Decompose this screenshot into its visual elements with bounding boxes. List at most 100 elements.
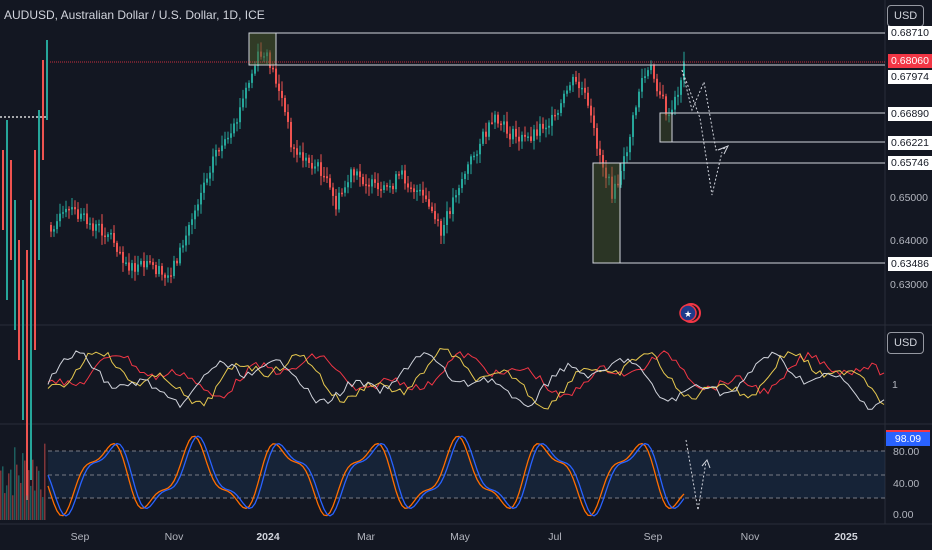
candle-body (218, 150, 220, 152)
price-label-mid: 0.66890 (888, 107, 932, 121)
candle-body (299, 152, 301, 155)
candle-body (500, 123, 502, 126)
candle-body (176, 260, 178, 264)
candle-body (404, 170, 406, 184)
candle-body (119, 251, 121, 254)
candle-body (527, 136, 529, 138)
price-label-resistance: 0.67974 (888, 70, 932, 84)
volume-bar (26, 495, 28, 520)
history-bar (30, 200, 32, 480)
candle-body (557, 112, 559, 115)
candle-body (278, 83, 280, 91)
candle-body (512, 128, 514, 140)
candle-body (518, 136, 520, 142)
volume-bar (24, 460, 26, 520)
candle-body (146, 261, 148, 268)
history-bar (34, 150, 36, 350)
x-label-sep: Sep (70, 531, 90, 543)
candle-body (209, 172, 211, 179)
candle-body (659, 91, 661, 95)
candle-body (221, 145, 223, 152)
candle-body (206, 178, 208, 183)
candle-body (140, 261, 142, 265)
candle-body (59, 213, 61, 222)
svg-text:★: ★ (684, 310, 692, 320)
candle-body (482, 131, 484, 144)
candle-body (458, 188, 460, 196)
osc-axis-value: 1 (892, 379, 898, 391)
current-price-label: 0.68060 (888, 54, 932, 68)
candle-body (65, 208, 67, 213)
candle-body (545, 127, 547, 130)
candle-body (503, 121, 505, 125)
candle-body (254, 65, 256, 74)
candle-body (395, 174, 397, 190)
candle-body (491, 122, 493, 124)
symbol-title[interactable]: AUDUSD, Australian Dollar / U.S. Dollar,… (4, 8, 265, 22)
candle-body (566, 90, 568, 94)
indicator-currency-button[interactable]: USD (887, 332, 925, 354)
candle-body (554, 114, 556, 117)
volume-bar (8, 473, 10, 520)
candle-body (329, 178, 331, 188)
history-bar (10, 160, 12, 260)
candle-body (314, 166, 316, 169)
history-bar (6, 120, 8, 300)
stoch-line (47, 435, 685, 517)
candle-body (317, 162, 319, 167)
candle-body (638, 91, 640, 108)
candle-body (449, 211, 451, 215)
candle-body (434, 211, 436, 220)
candle-body (53, 229, 55, 232)
candle-body (533, 129, 535, 141)
candle-body (98, 223, 100, 226)
candle-body (128, 262, 130, 271)
candle-body (290, 121, 292, 148)
x-label-mar: Mar (356, 531, 376, 543)
price-candles (50, 42, 685, 286)
candle-body (494, 114, 496, 123)
candle-body (620, 170, 622, 185)
candle-body (326, 176, 328, 179)
candle-body (191, 219, 193, 225)
stoch-line (47, 435, 685, 517)
candle-body (635, 107, 637, 116)
stochastic-lines (47, 435, 685, 517)
history-bar (22, 280, 24, 420)
price-label-support: 0.65746 (888, 156, 932, 170)
candle-body (455, 195, 457, 198)
candle-body (323, 175, 325, 178)
candle-body (569, 85, 571, 91)
candle-body (431, 206, 433, 212)
candle-body (179, 247, 181, 264)
candle-body (365, 184, 367, 186)
candle-body (461, 179, 463, 189)
candle-body (83, 213, 85, 215)
candle-body (524, 134, 526, 137)
candle-body (359, 171, 361, 178)
candle-body (473, 155, 475, 158)
projection-arrowhead (717, 145, 730, 155)
history-bar (46, 40, 48, 120)
candle-body (350, 169, 352, 183)
volume-bar (22, 453, 24, 520)
axis-price-064: 0.64000 (890, 235, 928, 247)
candle-body (407, 183, 409, 188)
candle-body (203, 182, 205, 193)
candle-body (344, 187, 346, 193)
candle-body (296, 148, 298, 155)
history-bar (26, 250, 28, 500)
candle-body (164, 274, 166, 278)
candle-body (236, 122, 238, 124)
candle-body (653, 65, 655, 79)
currency-button[interactable]: USD (887, 5, 925, 27)
candle-body (650, 65, 652, 71)
candle-body (674, 96, 676, 110)
candle-body (152, 262, 154, 265)
candle-body (671, 109, 673, 115)
candle-body (305, 157, 307, 161)
candle-body (68, 208, 70, 211)
price-label-top: 0.68710 (888, 26, 932, 40)
candle-body (320, 162, 322, 176)
